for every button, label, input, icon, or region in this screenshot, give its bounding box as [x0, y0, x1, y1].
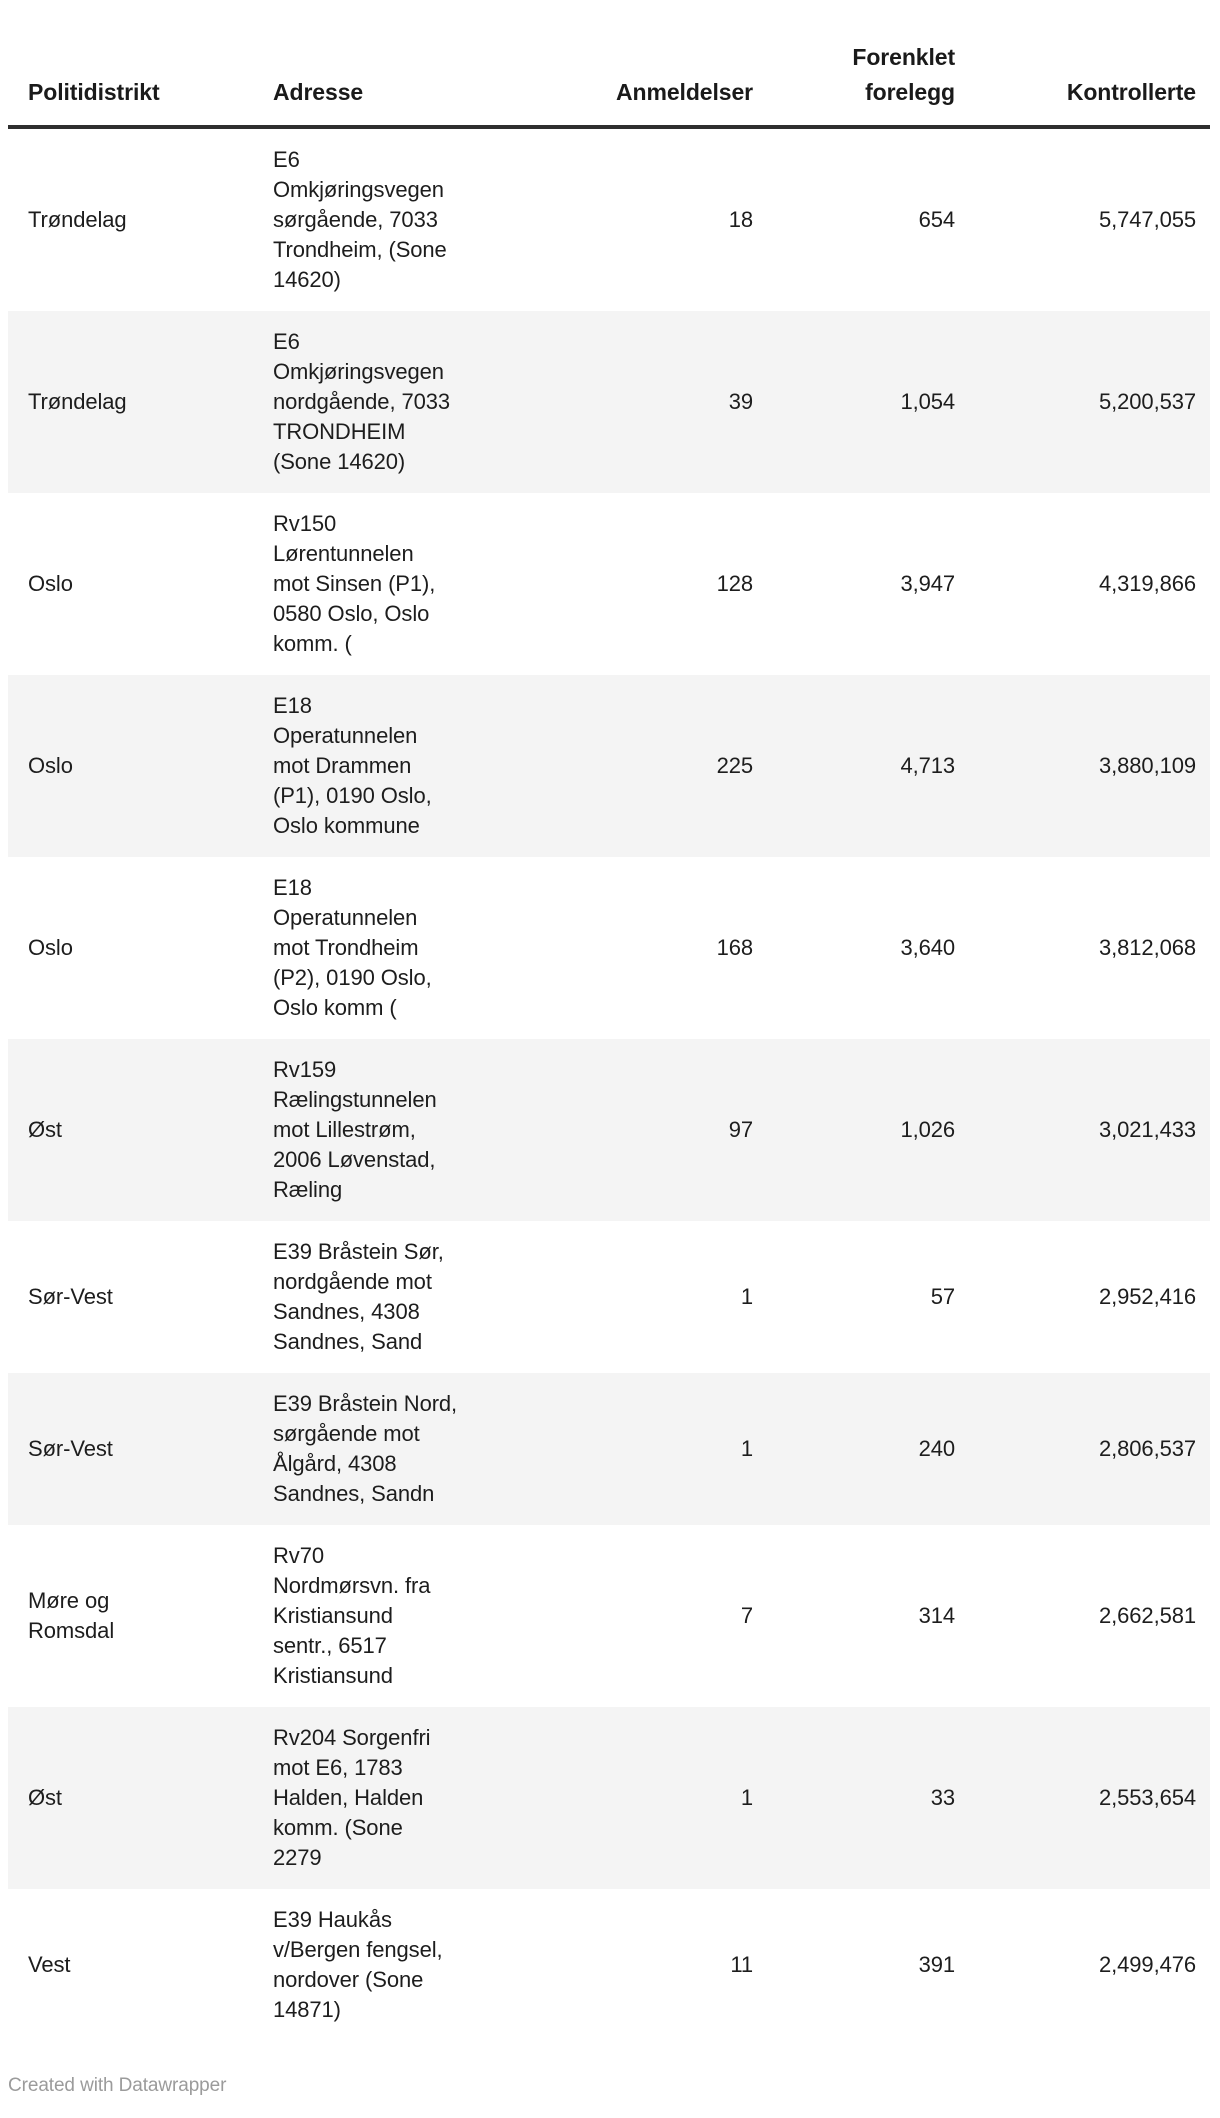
column-header-anmeldelser: Anmeldelser	[500, 0, 765, 129]
cell-anmeldelser: 1	[740, 1436, 753, 1461]
cell-forenklet-forelegg: 3,947	[900, 571, 955, 596]
cell-kontrollerte: 3,880,109	[1099, 753, 1196, 778]
cell-address: E39 Bråstein Nord, sørgående mot Ålgård,…	[273, 1391, 458, 1506]
table-row: Trøndelag E6 Omkjøringsvegen sørgående, …	[8, 127, 1210, 311]
table-header: Politidistrikt Adresse Anmeldelser Foren…	[8, 0, 1210, 129]
cell-anmeldelser: 1	[740, 1284, 753, 1309]
table-row: Oslo E18 Operatunnelen mot Trondheim (P2…	[8, 857, 1210, 1039]
cell-address: Rv159 Rælingstunnelen mot Lillestrøm, 20…	[273, 1057, 437, 1202]
cell-forenklet-forelegg: 391	[918, 1952, 956, 1977]
cell-kontrollerte: 3,021,433	[1099, 1117, 1196, 1142]
cell-forenklet-forelegg: 240	[918, 1436, 956, 1461]
cell-district: Øst	[28, 1117, 62, 1142]
cell-anmeldelser: 128	[716, 571, 754, 596]
cell-address: Rv70 Nordmørsvn. fra Kristiansund sentr.…	[273, 1543, 431, 1688]
cell-forenklet-forelegg: 33	[930, 1785, 955, 1810]
cell-forenklet-forelegg: 4,713	[900, 753, 955, 778]
cell-district: Møre og Romsdal	[28, 1588, 115, 1643]
table-row: Øst Rv159 Rælingstunnelen mot Lillestrøm…	[8, 1039, 1210, 1221]
table-row: Oslo E18 Operatunnelen mot Drammen (P1),…	[8, 675, 1210, 857]
cell-kontrollerte: 2,553,654	[1099, 1785, 1196, 1810]
cell-anmeldelser: 7	[740, 1603, 753, 1628]
cell-forenklet-forelegg: 3,640	[900, 935, 955, 960]
table-row: Trøndelag E6 Omkjøringsvegen nordgående,…	[8, 311, 1210, 493]
cell-anmeldelser: 1	[740, 1785, 753, 1810]
cell-district: Trøndelag	[28, 207, 127, 232]
table-row: Vest E39 Haukås v/Bergen fengsel, nordov…	[8, 1889, 1210, 2041]
column-header-forenklet-forelegg: Forenklet forelegg	[765, 0, 967, 129]
cell-kontrollerte: 2,662,581	[1099, 1603, 1196, 1628]
table-row: Oslo Rv150 Lørentunnelen mot Sinsen (P1)…	[8, 493, 1210, 675]
cell-kontrollerte: 2,806,537	[1099, 1436, 1196, 1461]
cell-kontrollerte: 4,319,866	[1099, 571, 1196, 596]
cell-anmeldelser: 168	[716, 935, 754, 960]
cell-anmeldelser: 11	[730, 1952, 753, 1977]
cell-district: Vest	[28, 1952, 71, 1977]
cell-anmeldelser: 18	[728, 207, 753, 232]
cell-forenklet-forelegg: 314	[918, 1603, 956, 1628]
cell-anmeldelser: 225	[716, 753, 754, 778]
cell-kontrollerte: 2,952,416	[1099, 1284, 1196, 1309]
cell-anmeldelser: 39	[728, 389, 753, 414]
cell-forenklet-forelegg: 1,026	[900, 1117, 955, 1142]
cell-district: Øst	[28, 1785, 62, 1810]
cell-kontrollerte: 3,812,068	[1099, 935, 1196, 960]
cell-address: Rv150 Lørentunnelen mot Sinsen (P1), 058…	[273, 511, 436, 656]
cell-address: E6 Omkjøringsvegen nordgående, 7033 TRON…	[273, 329, 451, 474]
cell-district: Sør-Vest	[28, 1284, 113, 1309]
cell-address: E39 Haukås v/Bergen fengsel, nordover (S…	[273, 1907, 443, 2022]
column-header-adresse: Adresse	[260, 0, 500, 129]
cell-kontrollerte: 2,499,476	[1099, 1952, 1196, 1977]
table-row: Sør-Vest E39 Bråstein Sør, nordgående mo…	[8, 1221, 1210, 1373]
cell-district: Oslo	[28, 935, 73, 960]
table-body: Trøndelag E6 Omkjøringsvegen sørgående, …	[8, 127, 1210, 2041]
data-table: Politidistrikt Adresse Anmeldelser Foren…	[8, 0, 1210, 2041]
cell-address: Rv204 Sorgenfri mot E6, 1783 Halden, Hal…	[273, 1725, 431, 1870]
table-row: Øst Rv204 Sorgenfri mot E6, 1783 Halden,…	[8, 1707, 1210, 1889]
cell-district: Oslo	[28, 571, 73, 596]
column-header-kontrollerte: Kontrollerte	[967, 0, 1210, 129]
cell-district: Oslo	[28, 753, 73, 778]
header-row: Politidistrikt Adresse Anmeldelser Foren…	[8, 0, 1210, 129]
cell-kontrollerte: 5,747,055	[1099, 207, 1196, 232]
cell-district: Sør-Vest	[28, 1436, 113, 1461]
cell-forenklet-forelegg: 654	[918, 207, 956, 232]
datawrapper-credit-link[interactable]: Created with Datawrapper	[8, 2075, 227, 2096]
cell-forenklet-forelegg: 1,054	[900, 389, 955, 414]
table-row: Sør-Vest E39 Bråstein Nord, sørgående mo…	[8, 1373, 1210, 1525]
cell-forenklet-forelegg: 57	[930, 1284, 955, 1309]
cell-address: E6 Omkjøringsvegen sørgående, 7033 Trond…	[273, 147, 447, 292]
cell-district: Trøndelag	[28, 389, 127, 414]
column-header-politidistrikt: Politidistrikt	[8, 0, 260, 129]
cell-address: E39 Bråstein Sør, nordgående mot Sandnes…	[273, 1239, 444, 1354]
cell-kontrollerte: 5,200,537	[1099, 389, 1196, 414]
cell-address: E18 Operatunnelen mot Trondheim (P2), 01…	[273, 875, 432, 1020]
cell-anmeldelser: 97	[728, 1117, 753, 1142]
table-row: Møre og Romsdal Rv70 Nordmørsvn. fra Kri…	[8, 1525, 1210, 1707]
cell-address: E18 Operatunnelen mot Drammen (P1), 0190…	[273, 693, 432, 838]
